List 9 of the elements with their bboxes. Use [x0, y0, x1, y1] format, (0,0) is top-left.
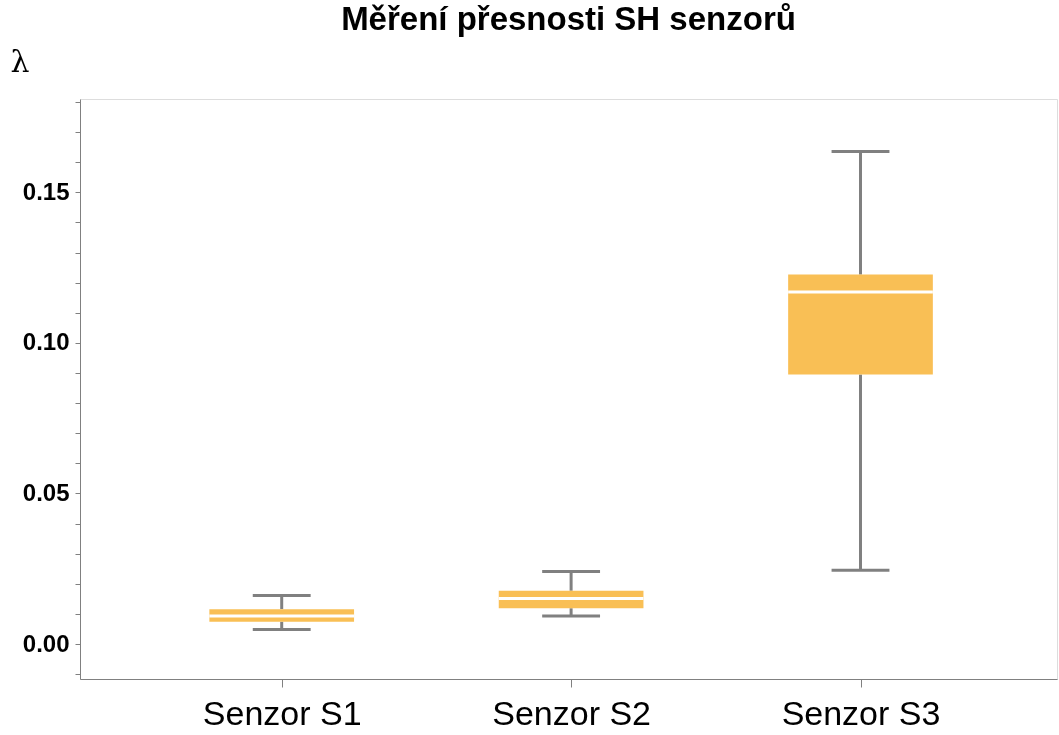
- y-tick-label: 0.15: [22, 177, 70, 205]
- y-tick-label: 0.10: [22, 328, 70, 356]
- x-tick-label: Senzor S2: [492, 693, 651, 732]
- y-tick-label: 0.00: [22, 629, 70, 657]
- y-axis-title: λ: [10, 43, 30, 79]
- chart-title: Měření přesnosti SH senzorů: [341, 0, 796, 37]
- x-tick-label: Senzor S1: [202, 693, 362, 732]
- y-tick-label: 0.05: [22, 479, 70, 506]
- x-tick-label: Senzor S3: [781, 693, 941, 732]
